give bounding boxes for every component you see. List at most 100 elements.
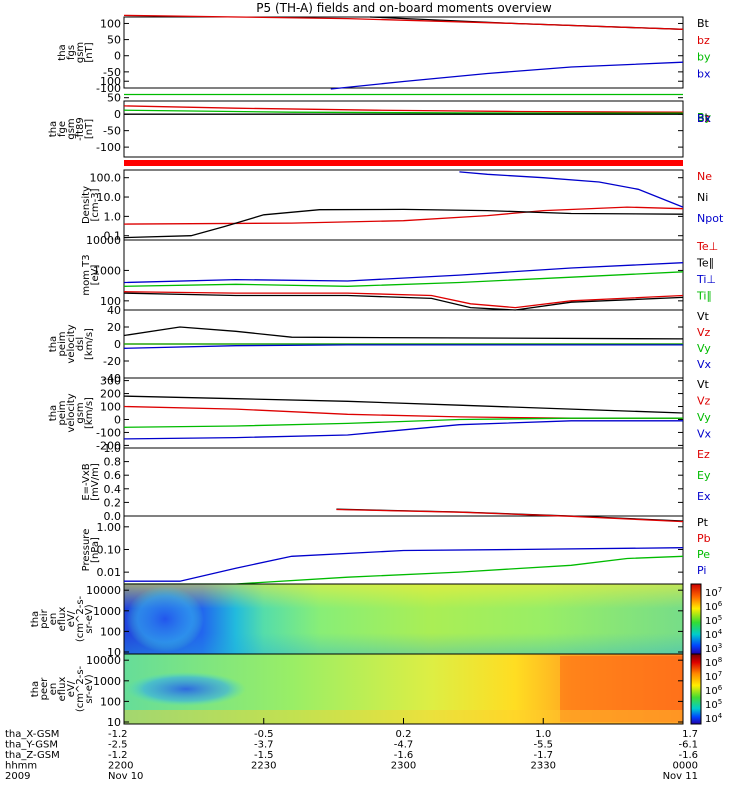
legend-bz: Bz	[697, 112, 711, 125]
y-axis-label: fge	[57, 121, 68, 137]
x-axis-value: -3.7	[254, 740, 274, 751]
y-axis-label: -ft89	[75, 117, 86, 141]
y-axis-label: [nT]	[84, 119, 95, 139]
legend-pe: Pe	[697, 548, 710, 561]
y-tick-label: 0.0	[104, 510, 122, 523]
y-axis-label: peer	[39, 677, 50, 701]
y-axis-label: tha	[30, 681, 41, 697]
x-axis-row-label: tha_X-GSM	[5, 729, 59, 740]
y-axis-label: (cm^2-s-	[75, 595, 86, 642]
y-axis-label: dsl	[75, 337, 86, 351]
x-axis-value: -2.5	[108, 740, 128, 751]
y-tick-label: 10000	[86, 584, 121, 597]
y-tick-label: 0.2	[104, 496, 122, 509]
panel-pressure: 1.00 0.10 0.01 Pressure[nPa] Pt Pb Pe Pi	[81, 508, 711, 585]
y-tick-label: 0	[114, 413, 121, 426]
series-vy	[123, 417, 683, 428]
panel-temperature: 10000 1000 100 mom T3[eV] Te⊥ Te∥ Ti⊥ Ti∥	[81, 234, 718, 311]
y-tick-label: 0.4	[104, 483, 122, 496]
legend-ni: Ni	[697, 191, 708, 204]
panel-frame	[123, 16, 684, 89]
series-pe	[124, 555, 684, 585]
legend-pi: Pi	[697, 564, 706, 577]
legend-bx: Bx	[697, 112, 712, 125]
y-tick-label: 10	[107, 646, 121, 659]
series-npot	[459, 171, 684, 208]
y-tick-label: -100	[96, 82, 121, 95]
legend-pt: Pt	[697, 516, 709, 529]
y-tick-label: 0.10	[97, 543, 122, 556]
y-tick-label: 0	[114, 338, 121, 351]
x-axis-value: 0000	[673, 761, 698, 772]
y-axis-label: peim	[57, 331, 68, 356]
figure-title: P5 (TH-A) fields and on-board moments ov…	[256, 1, 552, 15]
x-axis-row-label: 2009	[5, 771, 30, 782]
y-axis-label: [eV]	[90, 265, 101, 286]
legend-vy: Vy	[697, 411, 711, 424]
y-axis-label: [cm-3]	[90, 188, 101, 221]
colorbar	[690, 583, 702, 655]
series-vx	[123, 420, 683, 440]
y-tick-label: 40	[107, 304, 121, 317]
legend-bt: Bt	[697, 111, 710, 124]
y-axis-label: peim	[57, 400, 68, 425]
legend-tipar: Ti∥	[696, 290, 712, 303]
colorbar-tick-label: 104	[705, 628, 723, 641]
panel-frame	[123, 447, 684, 517]
y-tick-label: 100	[100, 75, 121, 88]
y-axis-label: [nPa]	[90, 537, 101, 563]
y-axis-label: velocity	[66, 324, 77, 363]
legend-ez: Ez	[697, 448, 710, 461]
legend-vx: Vx	[697, 428, 712, 441]
series-vt	[123, 326, 684, 340]
y-tick-label: -200	[96, 439, 121, 452]
y-tick-label: -40	[103, 372, 121, 385]
x-axis-row-label: hhmm	[5, 761, 37, 772]
y-tick-label: 10	[107, 716, 121, 729]
x-axis-value: -0.5	[254, 729, 274, 740]
x-axis-value: 2300	[391, 761, 416, 772]
x-axis-value: -1.7	[533, 750, 553, 761]
y-tick-label: 0.8	[104, 456, 122, 469]
y-axis-label: tha	[57, 44, 68, 60]
x-axis-value: -1.5	[254, 750, 274, 761]
y-tick-label: 0	[114, 108, 121, 121]
y-tick-label: 10000	[86, 234, 121, 247]
legend-bx: bx	[697, 67, 711, 80]
y-tick-label: -50	[103, 125, 121, 138]
y-tick-label: 1.0	[104, 442, 122, 455]
x-axis-value: 0.2	[396, 729, 412, 740]
legend-vy: Vy	[697, 342, 711, 355]
x-axis-value: 1.0	[535, 729, 551, 740]
y-axis-label: eV/	[66, 680, 77, 697]
y-tick-label: 10.0	[97, 191, 122, 204]
series-vt	[123, 395, 684, 414]
y-tick-label: 200	[100, 388, 121, 401]
x-axis-value: -6.1	[678, 740, 698, 751]
x-axis-value: -5.5	[533, 740, 553, 751]
y-axis-label: peir	[39, 608, 50, 628]
x-axis-value: -4.7	[394, 740, 414, 751]
spectrogram-shade	[124, 584, 683, 654]
spectrogram-lowflux-patch	[126, 586, 204, 652]
y-axis-label: Density	[81, 186, 92, 224]
x-axis-value: 2200	[108, 761, 133, 772]
legend-vz: Vz	[697, 326, 711, 339]
y-axis-label: velocity	[66, 393, 77, 432]
y-axis-label: [nT]	[84, 42, 95, 62]
legend-pb: Pb	[697, 532, 711, 545]
quality-flag-bar	[124, 160, 683, 166]
y-tick-label: 0.6	[104, 469, 122, 482]
y-tick-label: 100	[100, 401, 121, 414]
y-axis-label: [km/s]	[84, 397, 95, 429]
spectrogram-lowflux-patch	[126, 672, 246, 706]
y-tick-label: 20	[107, 321, 121, 334]
panel-frame	[123, 100, 684, 158]
y-tick-label: 100	[100, 695, 121, 708]
panel-frame	[123, 169, 684, 241]
series-ne	[123, 206, 684, 225]
y-axis-label: sr-eV)	[84, 604, 95, 633]
colorbar-tick-label: 105	[705, 614, 722, 627]
